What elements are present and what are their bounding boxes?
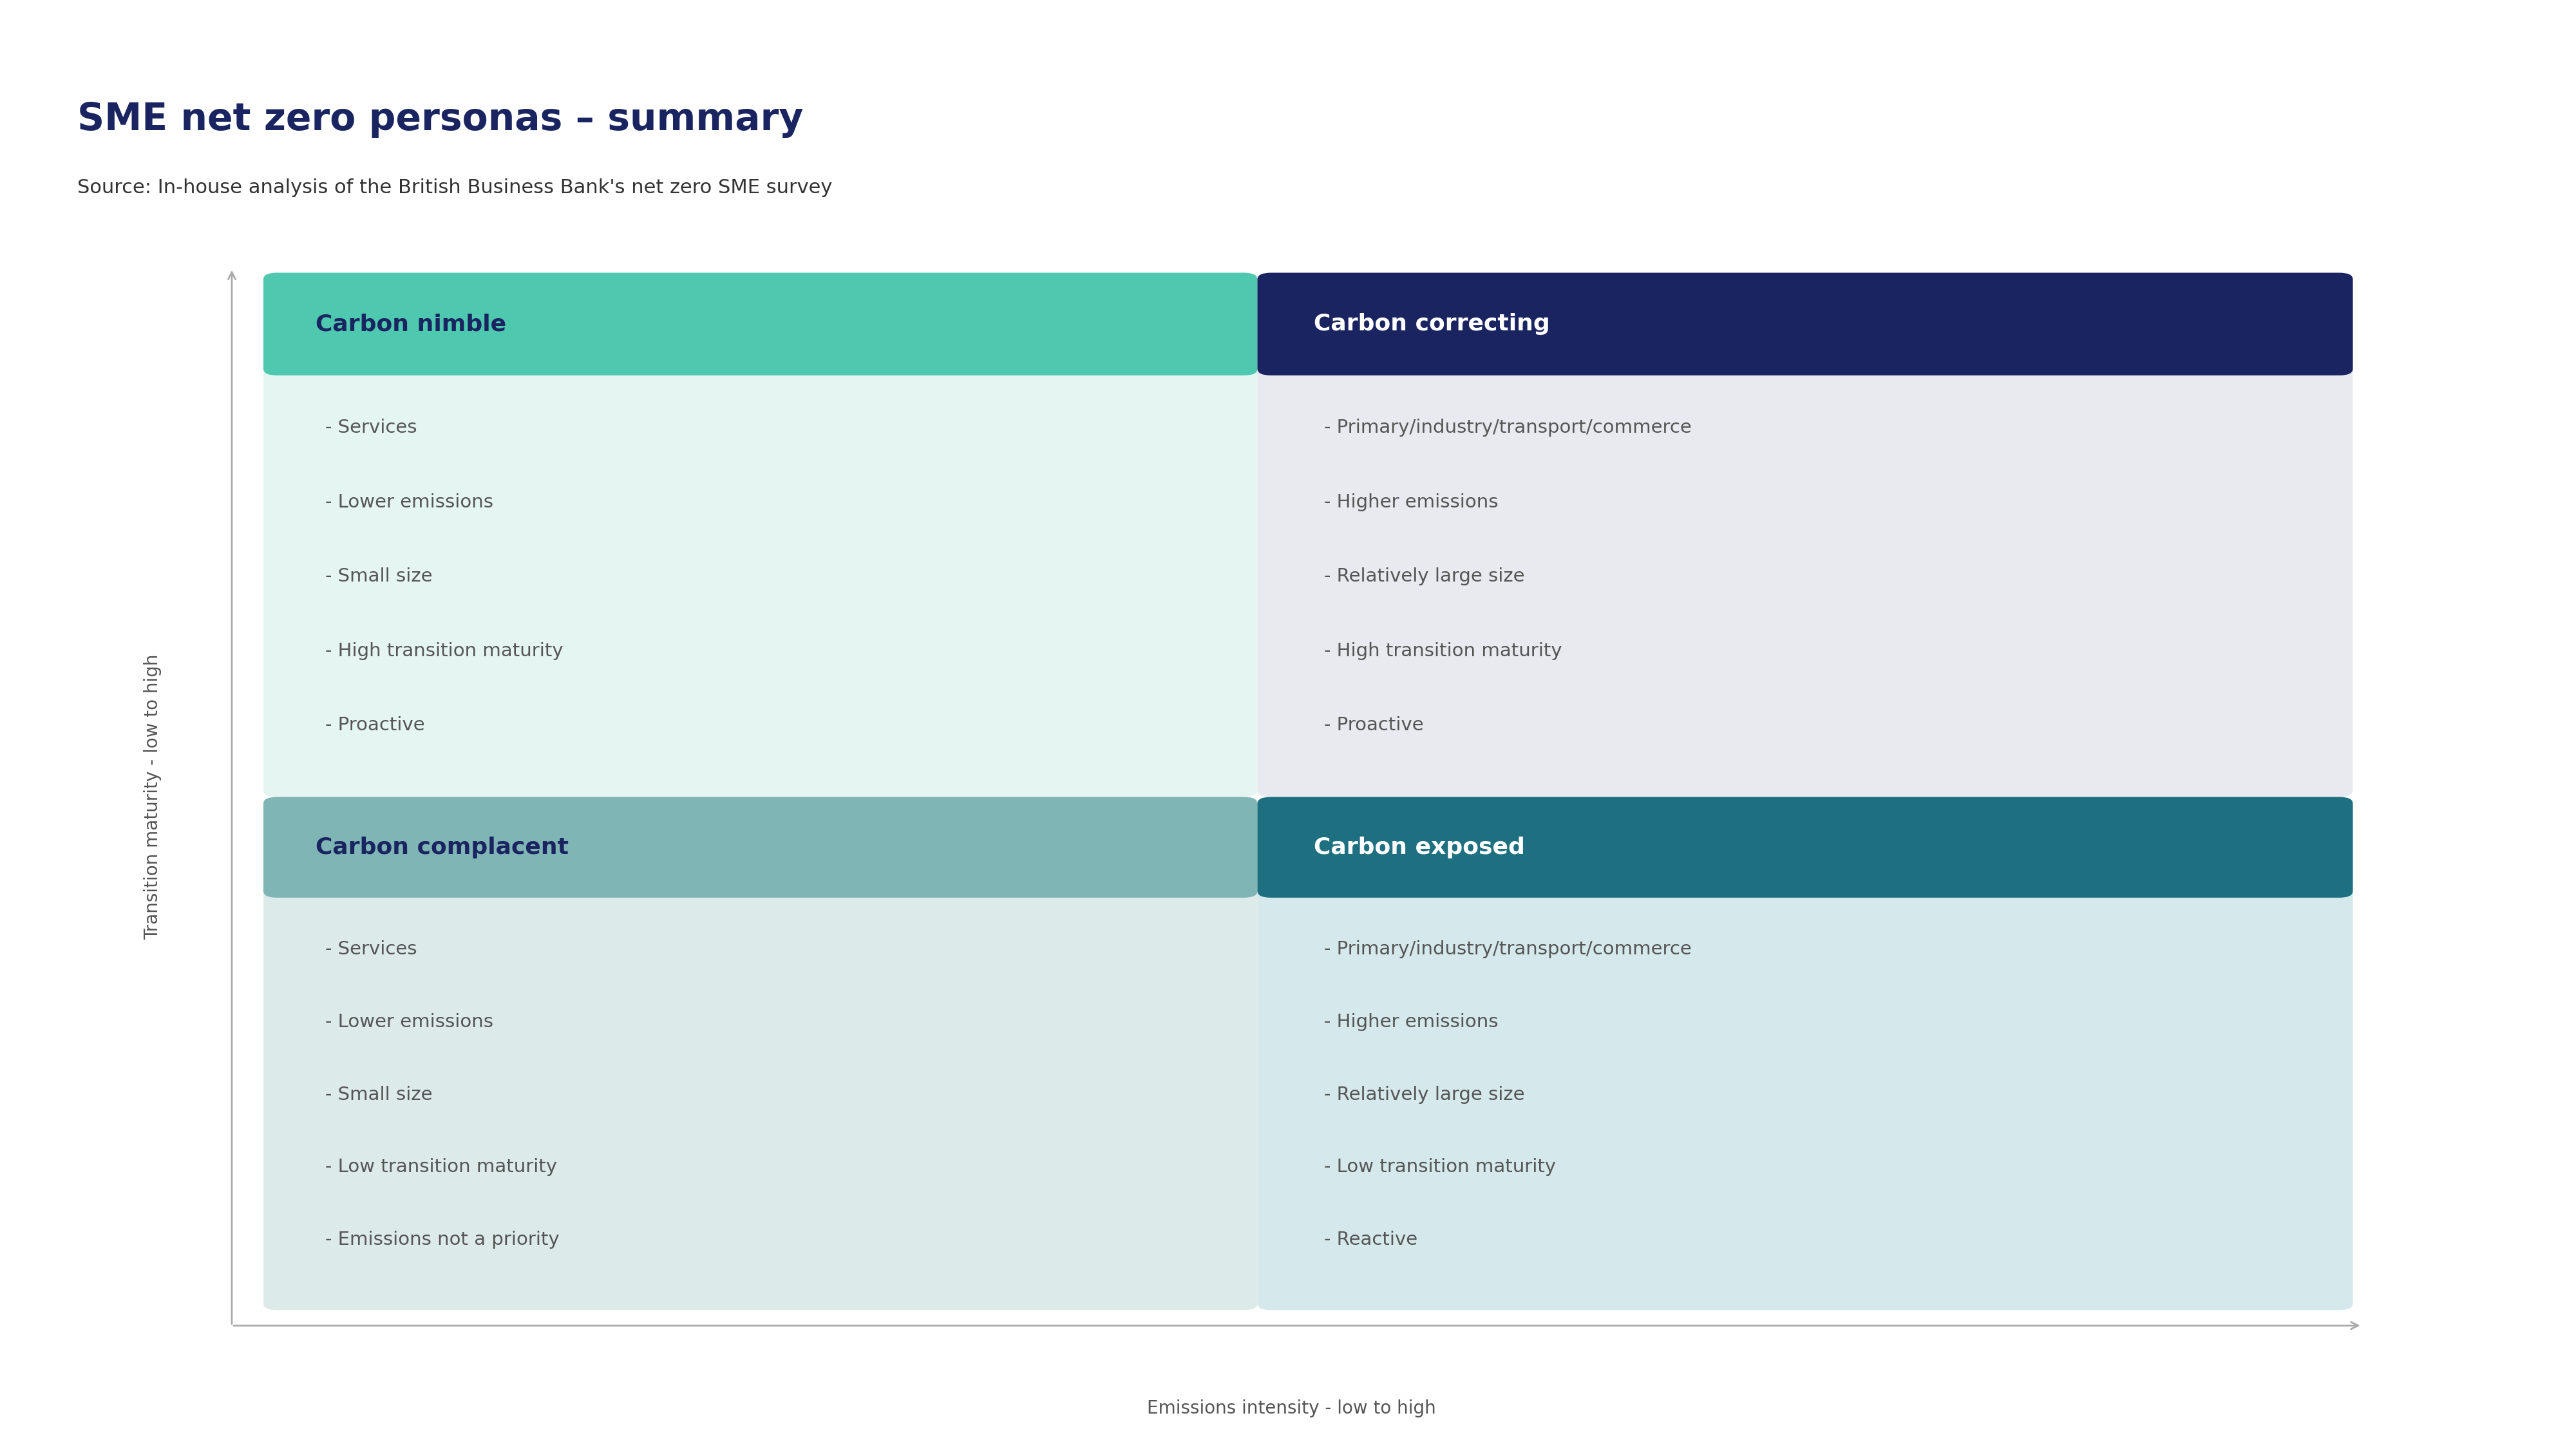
Text: - Small size: - Small size	[325, 1085, 433, 1104]
FancyBboxPatch shape	[263, 272, 1257, 797]
Bar	[283, 325, 1236, 369]
FancyBboxPatch shape	[263, 797, 1257, 1310]
Bar	[1278, 848, 2334, 891]
Text: - Relatively large size: - Relatively large size	[1324, 1085, 1525, 1104]
Text: - Higher emissions: - Higher emissions	[1324, 1013, 1499, 1032]
Text: - Relatively large size: - Relatively large size	[1324, 568, 1525, 585]
Text: SME net zero personas – summary: SME net zero personas – summary	[77, 101, 804, 138]
Text: - High transition maturity: - High transition maturity	[1324, 642, 1564, 659]
Text: - Low transition maturity: - Low transition maturity	[1324, 1158, 1556, 1177]
FancyBboxPatch shape	[263, 272, 1257, 375]
Text: - High transition maturity: - High transition maturity	[325, 642, 564, 659]
Text: - Proactive: - Proactive	[325, 716, 425, 735]
FancyBboxPatch shape	[1257, 797, 2352, 1310]
Text: Emissions intensity - low to high: Emissions intensity - low to high	[1146, 1400, 1435, 1417]
FancyBboxPatch shape	[1257, 797, 2352, 898]
Bar	[1278, 325, 2334, 369]
Text: - Proactive: - Proactive	[1324, 716, 1425, 735]
Bar	[283, 885, 1236, 897]
Text: - Lower emissions: - Lower emissions	[325, 1013, 495, 1032]
Text: - Services: - Services	[325, 940, 417, 958]
Bar	[1278, 885, 2334, 897]
Text: - Reactive: - Reactive	[1324, 1230, 1417, 1249]
Text: Carbon complacent: Carbon complacent	[317, 836, 569, 858]
Text: - Primary/industry/transport/commerce: - Primary/industry/transport/commerce	[1324, 940, 1692, 958]
Text: Transition maturity - low to high: Transition maturity - low to high	[144, 653, 162, 940]
Bar	[1278, 364, 2334, 374]
Text: - Higher emissions: - Higher emissions	[1324, 493, 1499, 511]
Text: Carbon correcting: Carbon correcting	[1314, 313, 1551, 335]
FancyBboxPatch shape	[263, 797, 1257, 898]
Text: - Lower emissions: - Lower emissions	[325, 493, 495, 511]
Bar	[283, 364, 1236, 374]
Text: - Small size: - Small size	[325, 568, 433, 585]
Text: - Primary/industry/transport/commerce: - Primary/industry/transport/commerce	[1324, 419, 1692, 436]
Text: Carbon nimble: Carbon nimble	[317, 313, 507, 335]
Text: - Emissions not a priority: - Emissions not a priority	[325, 1230, 559, 1249]
FancyBboxPatch shape	[1257, 272, 2352, 797]
Text: Carbon exposed: Carbon exposed	[1314, 836, 1525, 858]
Text: - Low transition maturity: - Low transition maturity	[325, 1158, 556, 1177]
Bar	[283, 848, 1236, 891]
FancyBboxPatch shape	[1257, 272, 2352, 375]
Text: - Services: - Services	[325, 419, 417, 436]
Text: Source: In-house analysis of the British Business Bank's net zero SME survey: Source: In-house analysis of the British…	[77, 178, 832, 197]
